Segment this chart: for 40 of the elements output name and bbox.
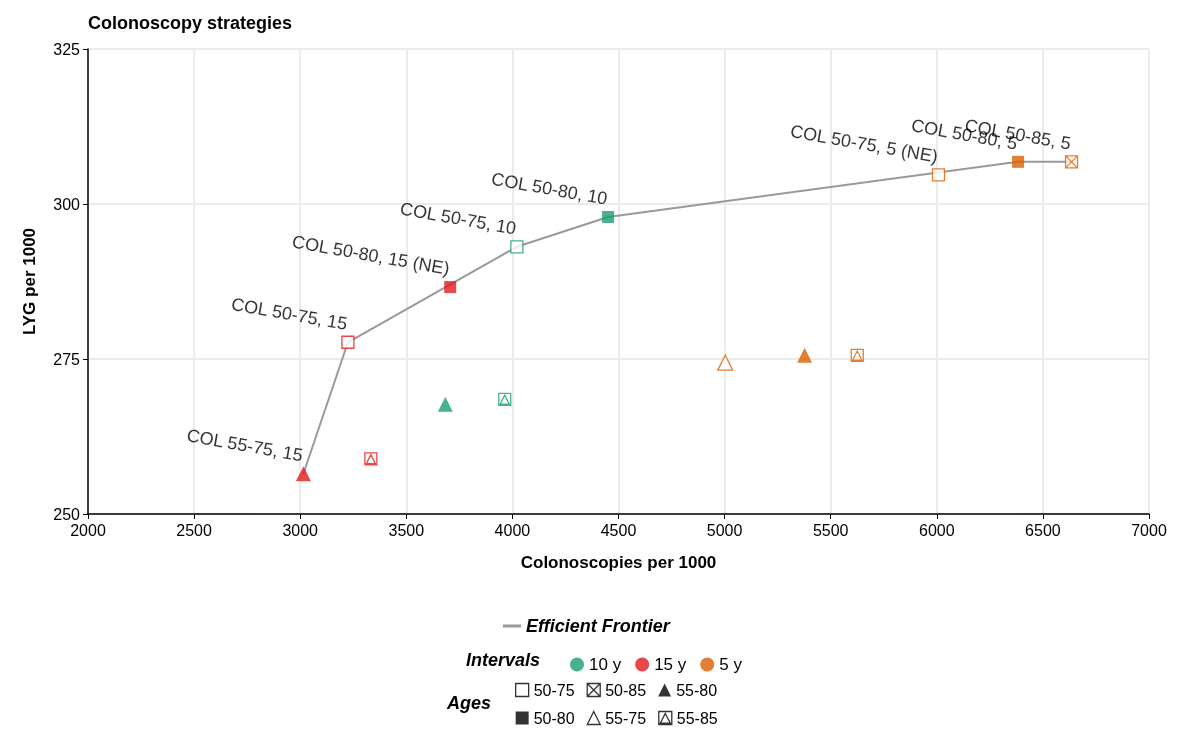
y-tick-label: 250 bbox=[53, 505, 81, 523]
x-tick-label: 3000 bbox=[282, 521, 319, 539]
text: Ages bbox=[447, 693, 492, 713]
point bbox=[437, 396, 453, 412]
legend-label: 5 y bbox=[719, 655, 743, 674]
annotation: COL 50-75, 15 bbox=[229, 293, 349, 335]
chart-title: Colonoscopy strategies bbox=[88, 13, 293, 33]
point bbox=[295, 466, 311, 482]
legend-label: 55-80 bbox=[676, 681, 718, 699]
annotation: COL 55-75, 15 bbox=[185, 425, 305, 466]
y-axis-title: LYG per 1000 bbox=[20, 227, 39, 336]
legend-label: 10 y bbox=[589, 655, 622, 674]
legend-label: 50-85 bbox=[605, 681, 647, 699]
text: Intervals bbox=[466, 650, 541, 670]
x-tick-label: 5000 bbox=[706, 521, 743, 539]
y-tick-label: 275 bbox=[53, 350, 81, 368]
point bbox=[444, 281, 457, 294]
legend-label: 50-80 bbox=[533, 709, 575, 727]
legend-label: 55-85 bbox=[676, 709, 718, 727]
x-tick-label: 4000 bbox=[494, 521, 531, 539]
y-tick-label: 300 bbox=[53, 195, 81, 213]
x-tick-label: 6500 bbox=[1025, 521, 1061, 539]
x-tick-label: 2500 bbox=[176, 521, 212, 539]
y-tick-label: 325 bbox=[53, 40, 81, 58]
x-tick-label: 5500 bbox=[812, 521, 849, 539]
x-tick-label: 4500 bbox=[600, 521, 637, 539]
point bbox=[1012, 155, 1025, 168]
x-tick-label: 3500 bbox=[388, 521, 425, 539]
legend-label: Efficient Frontier bbox=[526, 616, 671, 636]
x-axis-title: Colonoscopies per 1000 bbox=[520, 553, 717, 572]
x-tick-label: 7000 bbox=[1131, 521, 1167, 539]
point bbox=[797, 347, 813, 363]
point bbox=[602, 211, 615, 224]
legend-label: 15 y bbox=[654, 655, 687, 674]
point bbox=[931, 168, 946, 182]
point bbox=[717, 354, 734, 371]
legend-label: 55-75 bbox=[605, 709, 647, 727]
legend-label: 50-75 bbox=[533, 681, 575, 699]
x-tick-label: 6000 bbox=[919, 521, 955, 539]
x-tick-label: 2000 bbox=[70, 521, 106, 539]
